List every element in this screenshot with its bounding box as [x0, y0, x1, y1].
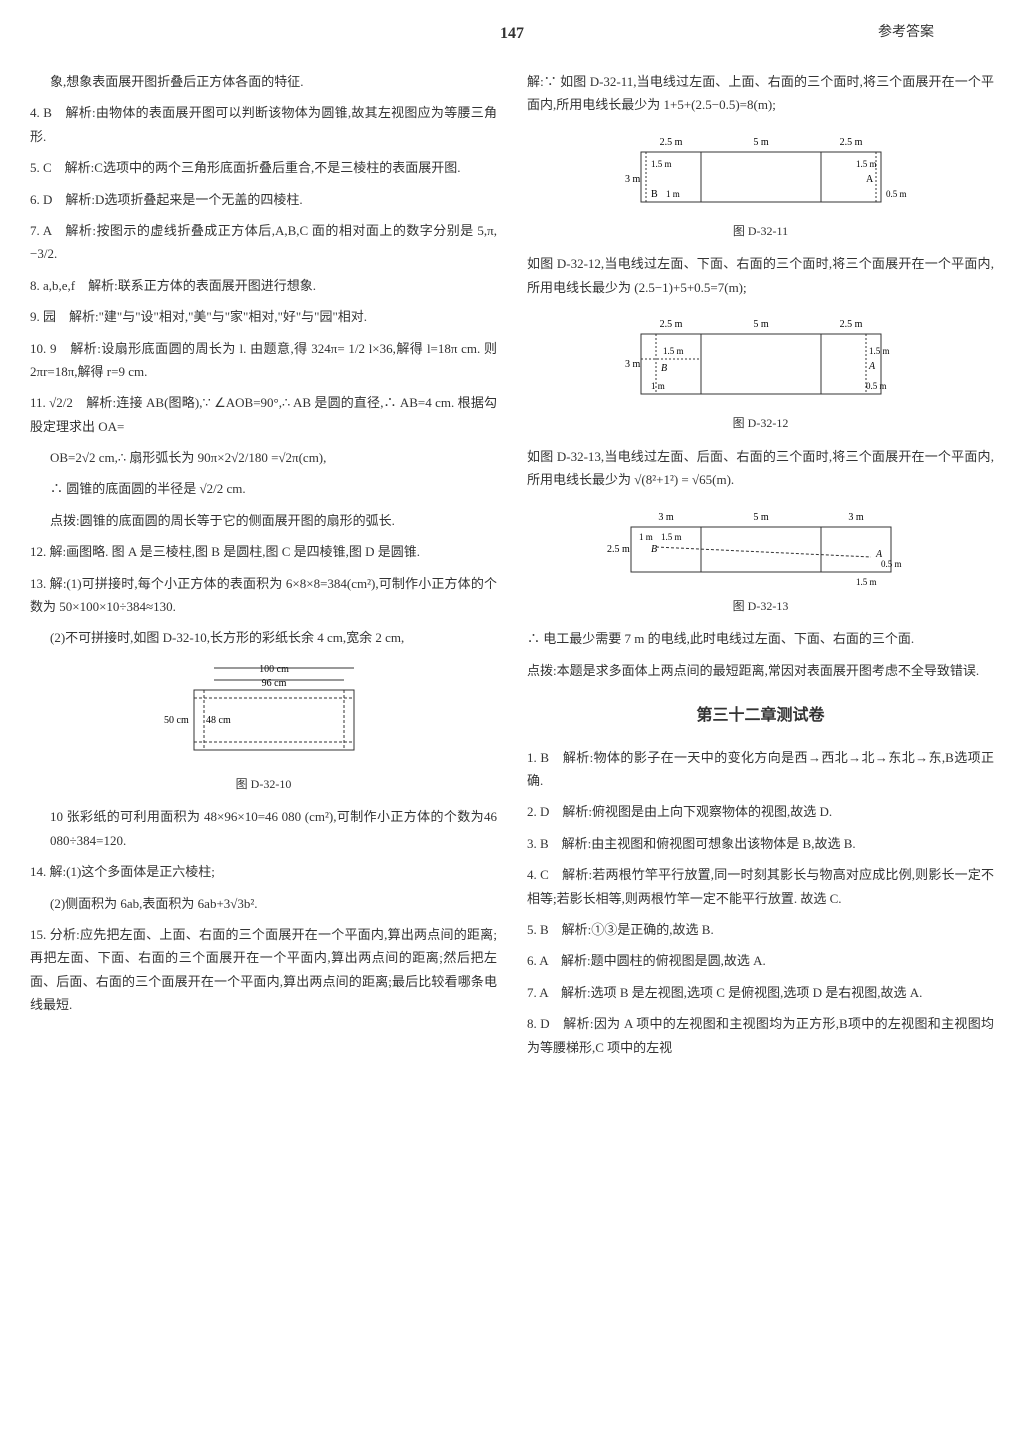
svg-text:B: B [661, 363, 667, 374]
header-label: 参考答案 [878, 20, 934, 45]
t1: 1. B 解析:物体的影子在一天中的变化方向是西→西北→北→东北→东,B选项正确… [527, 746, 994, 793]
svg-text:1 m: 1 m [666, 189, 680, 199]
q6: 6. D 解析:D选项折叠起来是一个无盖的四棱柱. [30, 188, 497, 211]
svg-text:3 m: 3 m [625, 174, 641, 185]
svg-text:48 cm: 48 cm [206, 715, 231, 726]
q10: 10. 9 解析:设扇形底面圆的周长为 l. 由题意,得 324π= 1/2 l… [30, 337, 497, 384]
svg-text:B: B [651, 544, 657, 555]
svg-text:2.5 m: 2.5 m [839, 137, 862, 148]
fig12-svg: 2.5 m 5 m 2.5 m 1.5 m 3 m B 1 m 1.5 m A … [611, 309, 911, 409]
t5: 5. B 解析:①③是正确的,故选 B. [527, 918, 994, 941]
svg-text:5 m: 5 m [753, 319, 769, 330]
fig10-svg: 100 cm 96 cm 50 cm 48 cm [154, 660, 374, 770]
sol-b: 如图 D-32-12,当电线过左面、下面、右面的三个面时,将三个面展开在一个平面… [527, 252, 994, 299]
svg-text:1 m: 1 m [639, 532, 653, 542]
page-header: 147 参考答案 [30, 20, 994, 50]
q11c: ∴ 圆锥的底面圆的半径是 √2/2 cm. [30, 477, 497, 500]
svg-text:3 m: 3 m [625, 359, 641, 370]
svg-text:1.5 m: 1.5 m [856, 159, 877, 169]
sol-d: ∴ 电工最少需要 7 m 的电线,此时电线过左面、下面、右面的三个面. [527, 627, 994, 650]
figure-d-32-13: 3 m 5 m 3 m 1 m 1.5 m 2.5 m B A 0.5 m 1.… [527, 502, 994, 618]
left-column: 象,想象表面展开图折叠后正方体各面的特征. 4. B 解析:由物体的表面展开图可… [30, 70, 497, 1067]
q8: 8. a,b,e,f 解析:联系正方体的表面展开图进行想象. [30, 274, 497, 297]
svg-text:5 m: 5 m [753, 512, 769, 523]
intro-text: 象,想象表面展开图折叠后正方体各面的特征. [30, 70, 497, 93]
q15: 15. 分析:应先把左面、上面、右面的三个面展开在一个平面内,算出两点间的距离;… [30, 923, 497, 1017]
sol-e: 点拨:本题是求多面体上两点间的最短距离,常因对表面展开图考虑不全导致错误. [527, 659, 994, 682]
t2: 2. D 解析:俯视图是由上向下观察物体的视图,故选 D. [527, 800, 994, 823]
svg-text:0.5 m: 0.5 m [886, 189, 907, 199]
svg-text:3 m: 3 m [848, 512, 864, 523]
q13a: 13. 解:(1)可拼接时,每个小正方体的表面积为 6×8×8=384(cm²)… [30, 572, 497, 619]
fig10-caption: 图 D-32-10 [30, 774, 497, 796]
q13c: 10 张彩纸的可利用面积为 48×96×10=46 080 (cm²),可制作小… [30, 805, 497, 852]
page-number: 147 [500, 20, 524, 49]
q11a: 11. √2/2 解析:连接 AB(图略),∵ ∠AOB=90°,∴ AB 是圆… [30, 391, 497, 438]
fig11-svg: 2.5 m 5 m 2.5 m 1.5 m 3 m B 1 m 1.5 m A … [611, 127, 911, 217]
svg-text:2.5 m: 2.5 m [839, 319, 862, 330]
svg-text:100 cm: 100 cm [259, 664, 289, 675]
fig11-caption: 图 D-32-11 [527, 221, 994, 243]
section-title: 第三十二章测试卷 [527, 702, 994, 731]
svg-text:A: A [866, 174, 874, 185]
svg-text:2.5 m: 2.5 m [607, 544, 630, 555]
q11b: OB=2√2 cm,∴ 扇形弧长为 90π×2√2/180 =√2π(cm), [30, 446, 497, 469]
svg-text:B: B [651, 189, 658, 200]
q13b: (2)不可拼接时,如图 D-32-10,长方形的彩纸长余 4 cm,宽余 2 c… [30, 626, 497, 649]
q11d: 点拨:圆锥的底面圆的周长等于它的侧面展开图的扇形的弧长. [30, 509, 497, 532]
svg-text:1.5 m: 1.5 m [869, 346, 890, 356]
svg-text:A: A [868, 361, 876, 372]
q5: 5. C 解析:C选项中的两个三角形底面折叠后重合,不是三棱柱的表面展开图. [30, 156, 497, 179]
svg-text:1.5 m: 1.5 m [663, 346, 684, 356]
content-columns: 象,想象表面展开图折叠后正方体各面的特征. 4. B 解析:由物体的表面展开图可… [30, 70, 994, 1067]
svg-text:50 cm: 50 cm [164, 715, 189, 726]
q14b: (2)侧面积为 6ab,表面积为 6ab+3√3b². [30, 892, 497, 915]
q7: 7. A 解析:按图示的虚线折叠成正方体后,A,B,C 面的相对面上的数字分别是… [30, 219, 497, 266]
q4: 4. B 解析:由物体的表面展开图可以判断该物体为圆锥,故其左视图应为等腰三角形… [30, 101, 497, 148]
t4: 4. C 解析:若两根竹竿平行放置,同一时刻其影长与物高对应成比例,则影长一定不… [527, 863, 994, 910]
svg-text:3 m: 3 m [658, 512, 674, 523]
svg-text:1 m: 1 m [651, 381, 665, 391]
figure-d-32-11: 2.5 m 5 m 2.5 m 1.5 m 3 m B 1 m 1.5 m A … [527, 127, 994, 243]
t8: 8. D 解析:因为 A 项中的左视图和主视图均为正方形,B项中的左视图和主视图… [527, 1012, 994, 1059]
t7: 7. A 解析:选项 B 是左视图,选项 C 是俯视图,选项 D 是右视图,故选… [527, 981, 994, 1004]
figure-d-32-12: 2.5 m 5 m 2.5 m 1.5 m 3 m B 1 m 1.5 m A … [527, 309, 994, 435]
fig12-caption: 图 D-32-12 [527, 413, 994, 435]
svg-text:0.5 m: 0.5 m [881, 559, 902, 569]
q14a: 14. 解:(1)这个多面体是正六棱柱; [30, 860, 497, 883]
fig13-caption: 图 D-32-13 [527, 596, 994, 618]
q9: 9. 园 解析:"建"与"设"相对,"美"与"家"相对,"好"与"园"相对. [30, 305, 497, 328]
svg-text:1.5 m: 1.5 m [661, 532, 682, 542]
svg-text:2.5 m: 2.5 m [659, 137, 682, 148]
svg-text:1.5 m: 1.5 m [856, 577, 877, 587]
q12: 12. 解:画图略. 图 A 是三棱柱,图 B 是圆柱,图 C 是四棱锥,图 D… [30, 540, 497, 563]
fig13-svg: 3 m 5 m 3 m 1 m 1.5 m 2.5 m B A 0.5 m 1.… [601, 502, 921, 592]
svg-text:0.5 m: 0.5 m [866, 381, 887, 391]
sol-c: 如图 D-32-13,当电线过左面、后面、右面的三个面时,将三个面展开在一个平面… [527, 445, 994, 492]
t3: 3. B 解析:由主视图和俯视图可想象出该物体是 B,故选 B. [527, 832, 994, 855]
figure-d-32-10: 100 cm 96 cm 50 cm 48 cm 图 D-32-10 [30, 660, 497, 796]
right-column: 解:∵ 如图 D-32-11,当电线过左面、上面、右面的三个面时,将三个面展开在… [527, 70, 994, 1067]
sol-a: 解:∵ 如图 D-32-11,当电线过左面、上面、右面的三个面时,将三个面展开在… [527, 70, 994, 117]
svg-text:1.5 m: 1.5 m [651, 159, 672, 169]
svg-text:5 m: 5 m [753, 137, 769, 148]
t6: 6. A 解析:题中圆柱的俯视图是圆,故选 A. [527, 949, 994, 972]
svg-text:2.5 m: 2.5 m [659, 319, 682, 330]
